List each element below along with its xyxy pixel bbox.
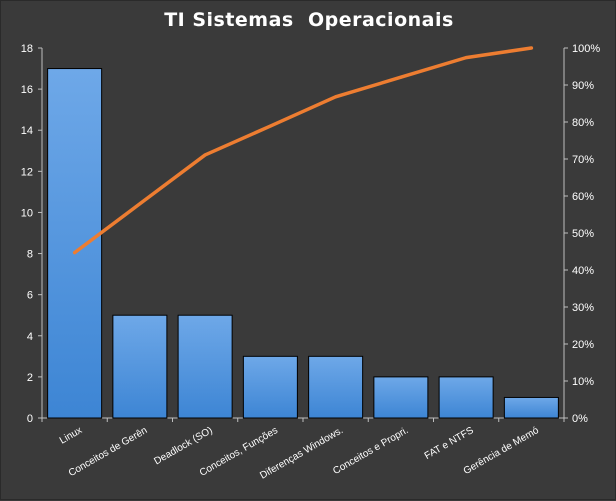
y2-tick-label: 100% <box>572 43 600 55</box>
x-tick-label: Linux <box>58 425 84 446</box>
chart-title: TI Sistemas Operacionais <box>164 9 454 31</box>
line-point <box>529 46 533 50</box>
bar <box>177 314 233 419</box>
y2-tick-label: 20% <box>572 339 594 351</box>
y-tick-label: 12 <box>21 166 33 178</box>
y2-tick-label: 60% <box>572 191 594 203</box>
y-tick-label: 2 <box>27 372 33 384</box>
line-point <box>464 56 468 60</box>
line-point <box>203 153 207 157</box>
y-tick-label: 14 <box>21 125 33 137</box>
x-tick-label: FAT e NTFS <box>423 425 476 462</box>
bar <box>308 355 364 419</box>
y2-tick-label: 30% <box>572 302 594 314</box>
y-tick-label: 16 <box>21 84 33 96</box>
y-tick-label: 18 <box>21 43 33 55</box>
y2-tick-label: 80% <box>572 117 594 129</box>
y2-tick-label: 40% <box>572 265 594 277</box>
y-tick-label: 8 <box>27 249 33 261</box>
line-point <box>73 251 77 255</box>
line-point <box>334 95 338 99</box>
y-tick-label: 6 <box>27 290 33 302</box>
bar <box>112 314 168 419</box>
bar <box>373 376 429 419</box>
y2-tick-label: 70% <box>572 154 594 166</box>
y-tick-label: 0 <box>27 413 33 425</box>
bar <box>242 355 298 419</box>
bar <box>503 396 559 419</box>
y-tick-label: 4 <box>27 331 33 343</box>
y2-tick-label: 50% <box>572 228 594 240</box>
line-point <box>399 75 403 79</box>
line-point <box>138 202 142 206</box>
y2-tick-label: 10% <box>572 376 594 388</box>
y2-tick-label: 0% <box>572 413 588 425</box>
y2-tick-label: 90% <box>572 80 594 92</box>
bar <box>47 68 103 419</box>
x-tick-label: Deadlock (SO) <box>152 425 214 467</box>
line-point <box>268 124 272 128</box>
bar <box>438 376 494 419</box>
cumulative-line <box>72 46 534 255</box>
y-tick-label: 10 <box>21 207 33 219</box>
